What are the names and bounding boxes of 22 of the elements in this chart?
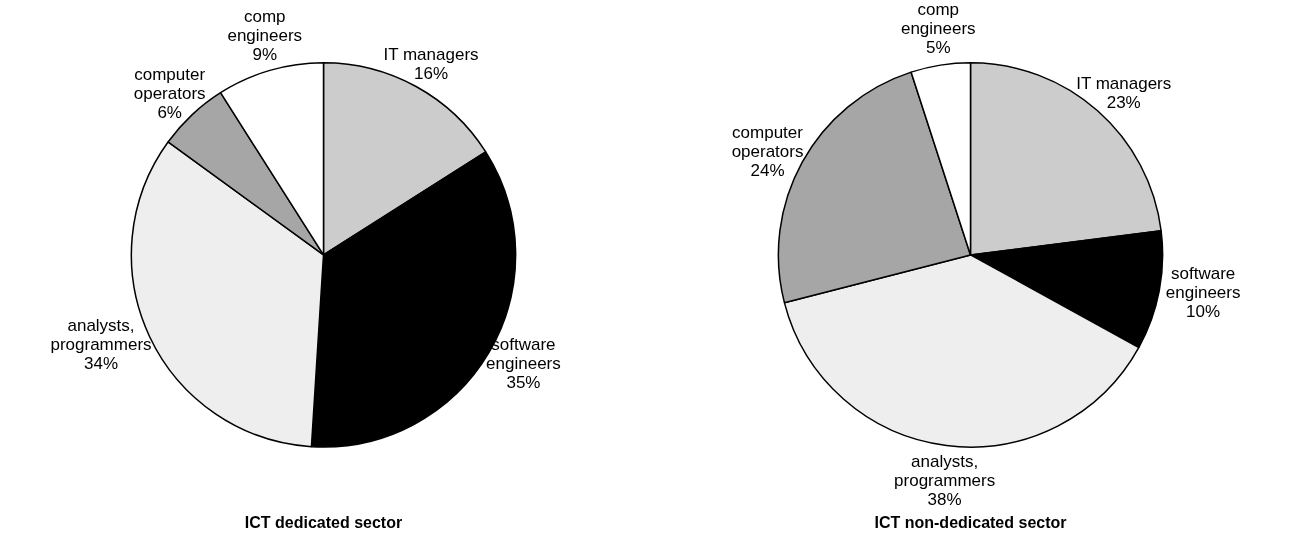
data-label: 5% bbox=[925, 38, 951, 58]
data-label: 23% bbox=[1106, 93, 1141, 113]
slice-label: IT managers bbox=[1076, 74, 1172, 94]
text: ICT dedicated sector bbox=[244, 513, 403, 531]
data-label: 34% bbox=[84, 353, 119, 373]
data-label: 10% bbox=[1186, 302, 1221, 322]
slice-label: computer operators bbox=[133, 64, 206, 103]
text: ICT non-dedicated sector bbox=[874, 513, 1067, 531]
slice-label: computer operators bbox=[731, 122, 804, 161]
slice-label: analysts, programmers bbox=[894, 452, 996, 491]
data-label: 24% bbox=[750, 160, 785, 180]
data-label: 9% bbox=[252, 45, 278, 65]
slice-label: software engineers bbox=[1165, 264, 1241, 303]
slice-label: IT managers bbox=[383, 45, 479, 65]
slice-label: software engineers bbox=[486, 334, 561, 373]
data-label: 38% bbox=[927, 490, 962, 510]
slice-label: analysts, programmers bbox=[50, 315, 152, 354]
slice-label: comp engineers bbox=[227, 7, 303, 46]
slice-label: comp engineers bbox=[900, 0, 976, 39]
data-label: 6% bbox=[157, 102, 182, 122]
data-label: 16% bbox=[413, 64, 449, 84]
data-label: 35% bbox=[506, 372, 541, 392]
